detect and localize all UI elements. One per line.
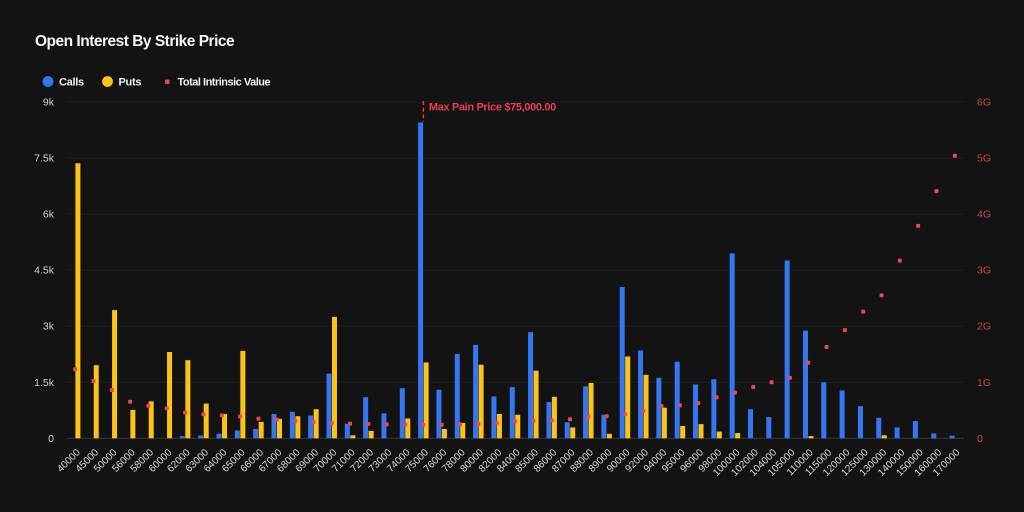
svg-text:Puts: Puts bbox=[119, 77, 142, 89]
svg-text:3k: 3k bbox=[43, 321, 55, 333]
svg-text:Calls: Calls bbox=[59, 77, 84, 89]
svg-text:4.5k: 4.5k bbox=[34, 265, 55, 277]
svg-text:0: 0 bbox=[977, 433, 983, 445]
svg-text:6G: 6G bbox=[977, 97, 991, 109]
svg-text:2G: 2G bbox=[977, 321, 991, 333]
svg-text:5G: 5G bbox=[977, 153, 991, 165]
svg-text:0: 0 bbox=[48, 433, 54, 445]
svg-text:4G: 4G bbox=[977, 209, 991, 221]
svg-text:7.5k: 7.5k bbox=[34, 153, 55, 165]
svg-text:1.5k: 1.5k bbox=[34, 377, 55, 389]
svg-text:9k: 9k bbox=[43, 97, 55, 109]
svg-text:Total Intrinsic Value: Total Intrinsic Value bbox=[178, 77, 271, 89]
svg-text:1G: 1G bbox=[977, 377, 991, 389]
svg-text:3G: 3G bbox=[977, 265, 991, 277]
svg-text:Max Pain Price $75,000.00: Max Pain Price $75,000.00 bbox=[429, 102, 556, 114]
svg-text:Open Interest By Strike Price: Open Interest By Strike Price bbox=[35, 33, 235, 50]
svg-text:6k: 6k bbox=[43, 209, 55, 221]
